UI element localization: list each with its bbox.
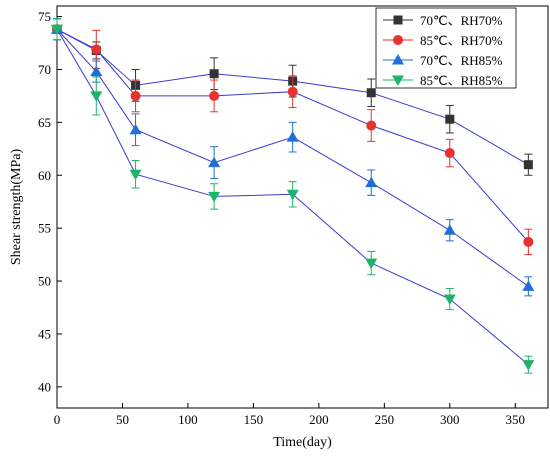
legend-label: 70℃、RH70% xyxy=(420,13,503,28)
x-tick-label: 350 xyxy=(506,412,526,427)
data-point xyxy=(209,69,219,79)
data-point xyxy=(444,148,455,159)
data-point xyxy=(523,160,533,170)
y-tick-label: 50 xyxy=(38,274,51,289)
data-point xyxy=(366,88,376,98)
legend-label: 85℃、RH85% xyxy=(420,73,503,88)
legend-swatch-marker xyxy=(393,15,403,25)
data-point xyxy=(129,169,142,181)
plot-frame xyxy=(56,5,549,409)
x-tick-label: 100 xyxy=(178,412,198,427)
data-point xyxy=(209,90,220,101)
y-tick-label: 75 xyxy=(38,9,51,24)
data-point xyxy=(286,131,299,142)
data-point xyxy=(365,176,378,188)
data-point xyxy=(130,90,141,101)
y-tick-label: 70 xyxy=(38,62,51,77)
y-tick-label: 60 xyxy=(38,168,51,183)
data-point xyxy=(208,156,221,168)
legend-swatch-marker xyxy=(392,54,404,65)
y-tick-label: 65 xyxy=(38,115,51,130)
data-point xyxy=(90,65,103,77)
x-tick-label: 200 xyxy=(309,412,329,427)
data-point xyxy=(522,360,535,371)
data-point xyxy=(366,120,377,131)
y-tick-label: 40 xyxy=(38,379,51,394)
data-point xyxy=(208,191,221,203)
series-line xyxy=(56,28,529,243)
series-4 xyxy=(51,18,535,374)
series-layer xyxy=(51,18,535,374)
data-point xyxy=(365,258,378,270)
x-tick-label: 150 xyxy=(244,412,264,427)
data-point xyxy=(287,86,298,97)
series-line xyxy=(56,28,529,287)
series-line xyxy=(56,28,529,166)
legend-swatch-marker xyxy=(392,75,404,86)
legend-label: 85℃、RH70% xyxy=(420,33,503,48)
y-axis: 40 45 50 55 60 65 70 75 xyxy=(38,9,62,394)
x-tick-label: 0 xyxy=(54,412,61,427)
data-point xyxy=(522,280,535,291)
data-point xyxy=(129,123,142,135)
data-point xyxy=(443,224,456,235)
data-point xyxy=(443,294,456,306)
plot-border xyxy=(56,5,549,409)
legend: 70℃、RH70% 85℃、RH70% 70℃、RH85% 85℃、RH85% xyxy=(375,7,517,89)
y-axis-title: Shear strength(MPa) xyxy=(9,149,24,266)
y-tick-label: 55 xyxy=(38,221,51,236)
x-axis-title: Time(day) xyxy=(273,435,332,450)
x-axis: 0 50 100 150 200 250 300 350 xyxy=(54,403,525,427)
y-tick-label: 45 xyxy=(38,326,51,341)
legend-swatch-marker xyxy=(393,35,403,45)
data-point xyxy=(445,114,455,124)
legend-label: 70℃、RH85% xyxy=(420,53,503,68)
series-line xyxy=(56,29,529,366)
x-tick-label: 250 xyxy=(375,412,395,427)
x-tick-label: 50 xyxy=(116,412,129,427)
x-tick-label: 300 xyxy=(440,412,460,427)
data-point xyxy=(91,44,102,55)
data-point xyxy=(286,189,299,201)
data-point xyxy=(90,91,103,102)
data-point xyxy=(523,236,534,247)
data-point xyxy=(51,24,63,36)
